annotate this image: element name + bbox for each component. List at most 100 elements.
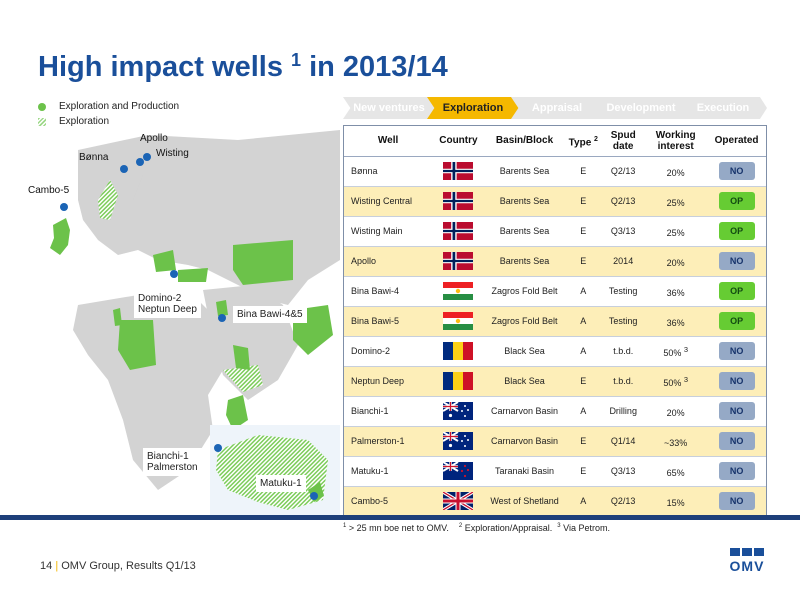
- operated-badge: NO: [718, 492, 755, 511]
- romania-flag-icon: [443, 342, 474, 360]
- cell-basin: Zagros Fold Belt: [484, 305, 565, 336]
- cell-interest: 20%: [644, 155, 708, 186]
- cell-well: Bønna: [344, 155, 433, 186]
- cell-well: Matuku-1: [344, 455, 433, 486]
- table-row: Wisting Main Barents Sea E Q3/13 25% OP: [344, 215, 766, 246]
- cell-country: [432, 185, 485, 216]
- table-row: Matuku-1 Taranaki Basin E Q3/13 65% NO: [344, 455, 766, 486]
- well-marker-domino[interactable]: [170, 270, 178, 278]
- operated-badge: OP: [718, 222, 755, 240]
- cell-country: [432, 365, 485, 396]
- cell-spud-date: Q1/14: [602, 425, 645, 456]
- cell-spud-date: Drilling: [602, 395, 645, 426]
- cell-basin: Barents Sea: [484, 245, 565, 276]
- wells-table: Well Country Basin/Block Type 2 Spud dat…: [343, 125, 767, 517]
- newzealand-flag-icon: [442, 461, 474, 480]
- well-marker-matuku[interactable]: [310, 492, 318, 500]
- cell-well: Neptun Deep: [344, 365, 433, 396]
- operated-badge: NO: [718, 402, 755, 420]
- table-row: Bianchi-1 Carnarvon Basin A Drilling 20% NO: [344, 395, 766, 426]
- cell-interest: 50% 3: [644, 335, 708, 366]
- well-marker-bina-bawi[interactable]: [218, 314, 226, 322]
- table-row: Bina Bawi-4 Zagros Fold Belt A Testing 36% O…: [344, 275, 766, 306]
- norway-flag-icon: [443, 192, 474, 210]
- cell-basin: Barents Sea: [484, 185, 565, 216]
- map-label-neptun: Neptun Deep: [138, 304, 197, 315]
- cell-interest: ~33%: [644, 425, 708, 456]
- cell-well: Bianchi-1: [344, 395, 433, 426]
- cell-well: Palmerston-1: [344, 425, 433, 456]
- interest-value: 15%: [666, 497, 685, 508]
- cell-spud-date: t.b.d.: [602, 335, 645, 366]
- table-header-row: Well Country Basin/Block Type 2 Spud dat…: [344, 126, 766, 157]
- page-number: 14: [40, 560, 53, 572]
- table-row: Palmerston-1 Carnarvon Basin E Q1/14 ~33% NO: [344, 425, 766, 456]
- map-label-australia: Bianchi-1 Palmerston: [143, 448, 202, 476]
- header-operated: Operated: [707, 126, 766, 157]
- footnote-2: Exploration/Appraisal.: [462, 523, 553, 533]
- stage-new-ventures: New ventures: [343, 97, 435, 119]
- cell-basin: Black Sea: [484, 335, 565, 366]
- cell-well: Bina Bawi-4: [344, 275, 433, 306]
- well-marker-wisting[interactable]: [136, 158, 144, 166]
- cell-interest: 20%: [644, 245, 708, 276]
- cell-well: Wisting Central: [344, 185, 433, 216]
- cell-type: E: [564, 425, 603, 456]
- cell-basin: Taranaki Basin: [484, 455, 565, 486]
- footnote-3: Via Petrom.: [560, 523, 610, 533]
- cell-basin: Carnarvon Basin: [484, 395, 565, 426]
- operated-badge: NO: [718, 162, 755, 180]
- well-marker-apollo[interactable]: [143, 153, 151, 161]
- operated-badge: NO: [718, 372, 755, 390]
- table-row: Apollo Barents Sea E 2014 20% NO: [344, 245, 766, 276]
- cell-spud-date: Q3/13: [602, 455, 645, 486]
- operated-badge: OP: [718, 192, 755, 210]
- cell-type: A: [564, 335, 603, 366]
- cell-interest: 65%: [644, 455, 708, 486]
- cell-spud-date: t.b.d.: [602, 365, 645, 396]
- cell-spud-date: Q2/13: [602, 185, 645, 216]
- cell-type: A: [564, 305, 603, 336]
- exploration-legend-icon: [38, 117, 46, 126]
- cell-spud-date: Q2/13: [602, 155, 645, 186]
- operated-badge: NO: [718, 252, 755, 270]
- cell-interest: 25%: [644, 185, 708, 216]
- well-marker-bianchi[interactable]: [214, 444, 222, 452]
- footnote-mark-3: 3: [557, 523, 561, 529]
- stage-exploration: Exploration: [427, 97, 519, 119]
- map-label-matuku: Matuku-1: [256, 475, 306, 492]
- cell-operated: NO: [707, 365, 766, 396]
- cell-spud-date: Testing: [602, 305, 645, 336]
- australia-flag-icon: [442, 401, 474, 420]
- map-label-domino: Domino-2: [138, 293, 182, 304]
- map-label-bina-bawi: Bina Bawi-4&5: [233, 306, 307, 323]
- interest-value: 20%: [666, 407, 685, 418]
- cell-interest: 36%: [644, 275, 708, 306]
- cell-spud-date: Q3/13: [602, 215, 645, 246]
- cell-interest: 20%: [644, 395, 708, 426]
- cell-type: A: [564, 275, 603, 306]
- operated-badge: OP: [718, 282, 755, 300]
- cell-country: [432, 425, 485, 456]
- cell-operated: NO: [707, 485, 766, 516]
- cell-operated: OP: [707, 305, 766, 336]
- cell-well: Domino-2: [344, 335, 433, 366]
- cell-type: E: [564, 155, 603, 186]
- cell-type: A: [564, 485, 603, 516]
- norway-flag-icon: [443, 222, 474, 240]
- header-well: Well: [344, 126, 433, 157]
- cell-type: E: [564, 245, 603, 276]
- cell-country: [432, 305, 485, 336]
- well-marker-bonna[interactable]: [120, 165, 128, 173]
- map-label-apollo: Apollo: [140, 133, 168, 144]
- cell-basin: Black Sea: [484, 365, 565, 396]
- well-marker-cambo[interactable]: [60, 203, 68, 211]
- cell-basin: Zagros Fold Belt: [484, 275, 565, 306]
- interest-value: 50%: [663, 347, 682, 358]
- cell-well: Apollo: [344, 245, 433, 276]
- omv-logo-mark-icon: [723, 548, 771, 556]
- operated-badge: NO: [718, 462, 755, 480]
- stage-execution: Execution: [679, 97, 767, 119]
- legend-label-exploration: Exploration: [59, 116, 110, 127]
